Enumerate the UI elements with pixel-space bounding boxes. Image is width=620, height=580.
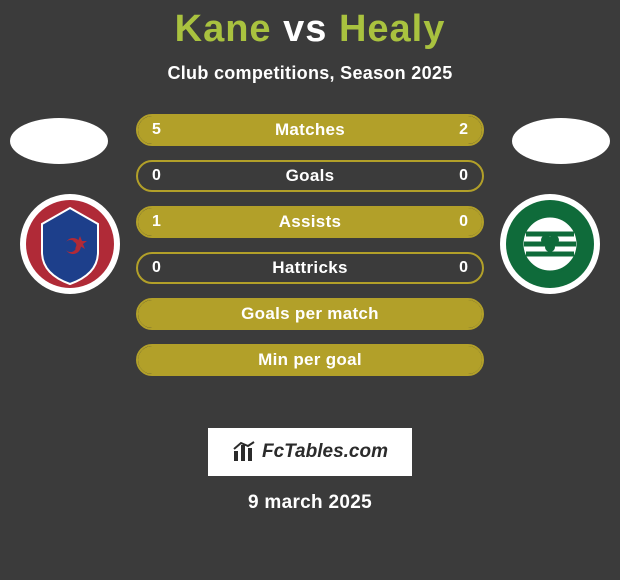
stat-value-left: 1 <box>152 213 161 231</box>
comparison-date: 9 march 2025 <box>0 492 620 514</box>
player1-photo-placeholder <box>10 118 108 164</box>
stat-value-right: 0 <box>459 259 468 277</box>
stat-bar: Goals per match <box>136 298 484 330</box>
player1-club-crest <box>20 194 120 294</box>
stat-value-right: 2 <box>459 121 468 139</box>
subtitle: Club competitions, Season 2025 <box>0 63 620 84</box>
stat-bar: 0 0 Goals <box>136 160 484 192</box>
stat-value-right: 0 <box>459 213 468 231</box>
club-crest-left-icon <box>20 194 120 294</box>
stat-label: Min per goal <box>258 350 362 370</box>
comparison-stage: 5 2 Matches 0 0 Goals 1 0 Assists 0 0 Hattricks Goal… <box>0 114 620 424</box>
stat-bar: 0 0 Hattricks <box>136 252 484 284</box>
stat-value-left: 5 <box>152 121 161 139</box>
stat-label: Goals <box>286 166 335 186</box>
player2-club-crest <box>500 194 600 294</box>
stat-bars: 5 2 Matches 0 0 Goals 1 0 Assists 0 0 Hattricks Goal… <box>136 114 484 390</box>
brand-text: FcTables.com <box>262 441 388 463</box>
stat-bar: 5 2 Matches <box>136 114 484 146</box>
comparison-title: Kane vs Healy <box>0 0 620 51</box>
stat-label: Assists <box>279 212 342 232</box>
stat-value-left: 0 <box>152 259 161 277</box>
stat-label: Goals per match <box>241 304 379 324</box>
title-vs: vs <box>283 8 327 50</box>
title-player1: Kane <box>175 8 272 50</box>
stat-bar: 1 0 Assists <box>136 206 484 238</box>
stat-bar: Min per goal <box>136 344 484 376</box>
title-player2: Healy <box>339 8 445 50</box>
player2-photo-placeholder <box>512 118 610 164</box>
stat-label: Matches <box>275 120 345 140</box>
stat-value-left: 0 <box>152 167 161 185</box>
brand-badge: FcTables.com <box>208 428 412 476</box>
stat-label: Hattricks <box>272 258 347 278</box>
stat-value-right: 0 <box>459 167 468 185</box>
bar-chart-icon <box>232 441 258 463</box>
club-crest-right-icon <box>500 194 600 294</box>
